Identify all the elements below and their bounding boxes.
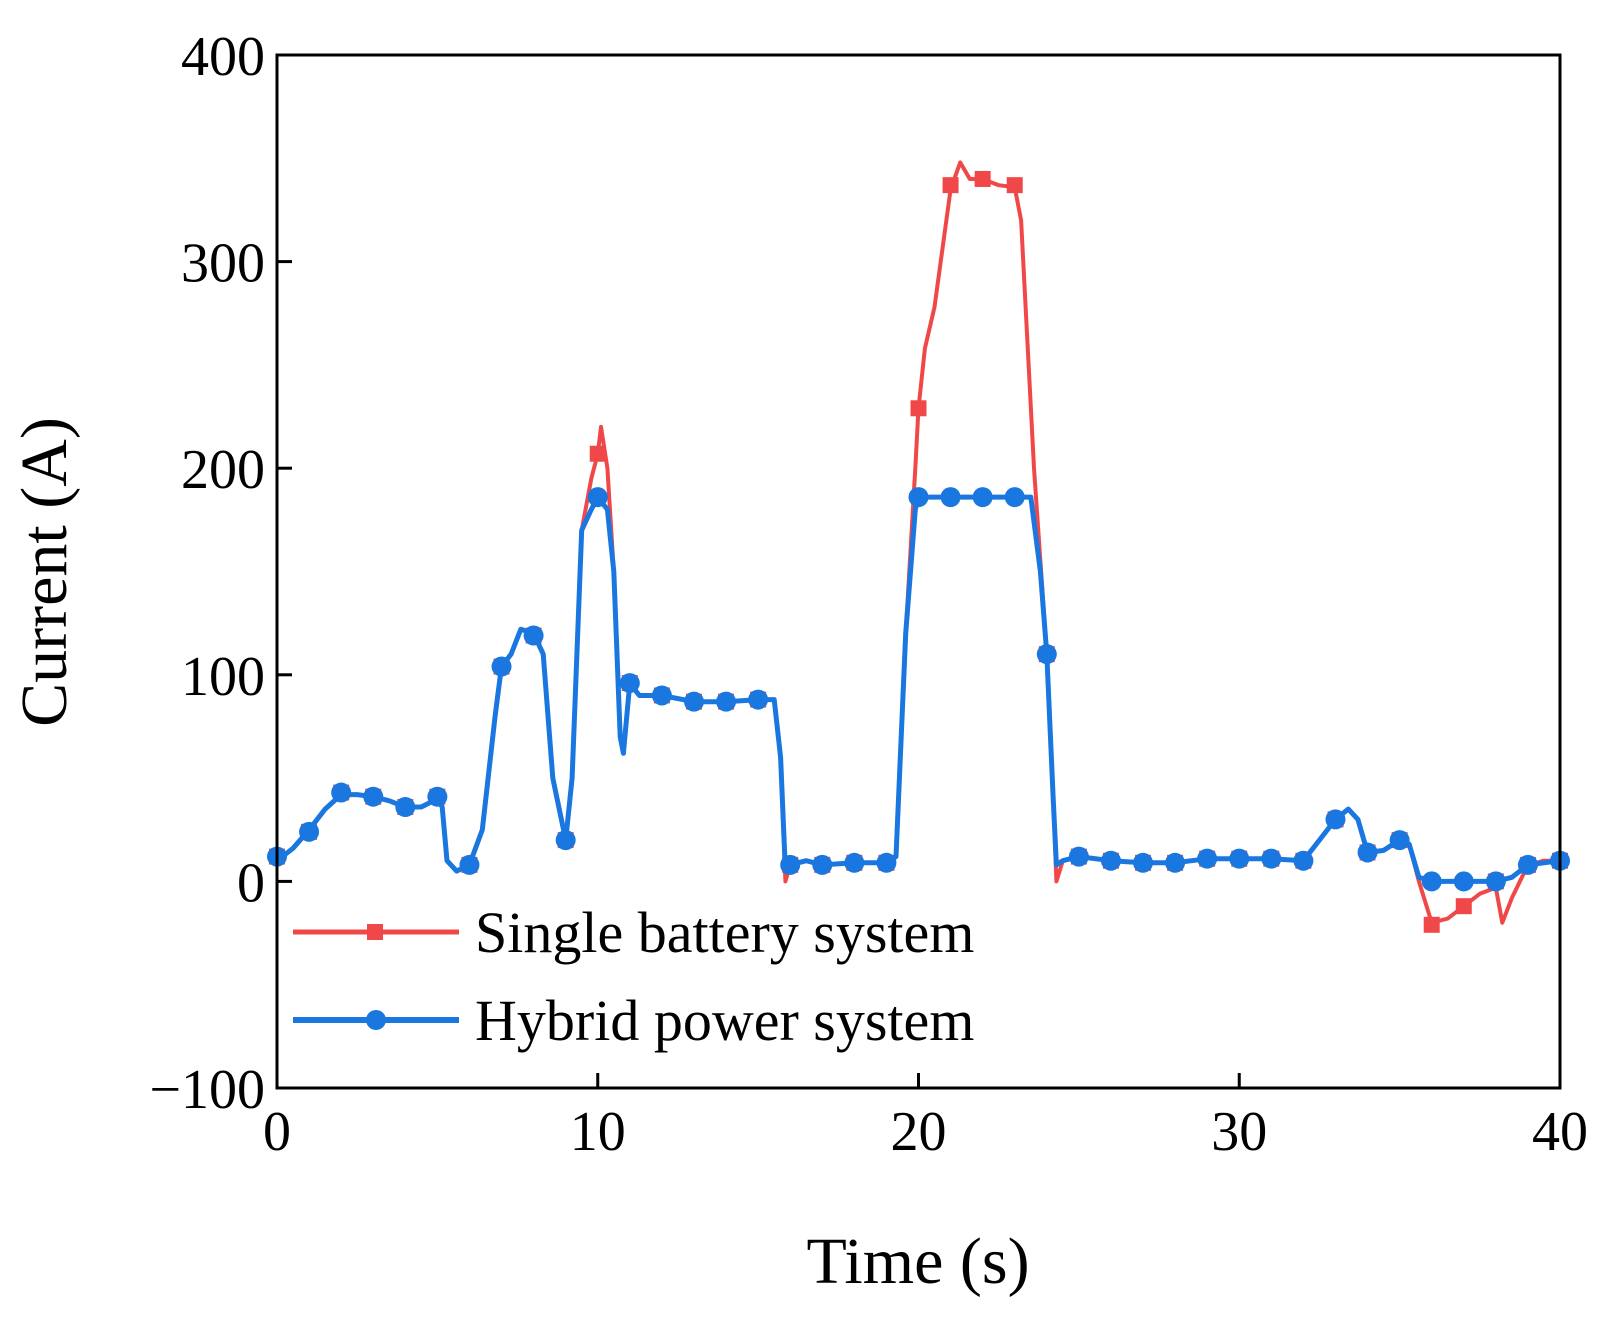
data-point-circle <box>299 821 320 842</box>
data-point-circle <box>1036 644 1057 665</box>
y-axis-label: Current (A) <box>8 417 81 727</box>
y-tick-label: 300 <box>181 233 265 295</box>
y-tick-label: −100 <box>149 1059 265 1121</box>
data-point-circle <box>716 691 737 712</box>
data-point-circle <box>459 854 480 875</box>
data-point-circle <box>1197 848 1218 869</box>
data-point-circle <box>491 656 512 677</box>
series-line <box>274 494 1563 884</box>
data-point-square <box>1423 916 1440 933</box>
data-point-circle <box>1004 487 1025 508</box>
data-point-circle <box>780 854 801 875</box>
data-point-square <box>974 170 991 187</box>
x-tick-label: 0 <box>263 1101 291 1163</box>
data-point-circle <box>908 487 929 508</box>
data-point-circle <box>876 852 897 873</box>
y-axis-ticks: −100 0 100 200 300 400 <box>149 26 292 1121</box>
data-point-square <box>589 445 606 462</box>
data-point-circle <box>1389 830 1410 851</box>
data-point-circle <box>1261 848 1282 869</box>
legend-label-hybrid-power: Hybrid power system <box>475 988 974 1053</box>
y-tick-label: 100 <box>181 646 265 708</box>
data-point-circle <box>427 786 448 807</box>
data-point-circle <box>812 854 833 875</box>
y-tick-label: 0 <box>237 852 265 914</box>
x-tick-label: 20 <box>891 1101 947 1163</box>
x-tick-label: 30 <box>1211 1101 1267 1163</box>
legend-label-single-battery: Single battery system <box>475 900 974 965</box>
data-point-circle <box>748 689 769 710</box>
series-hybrid-power <box>267 487 1570 892</box>
series-line <box>275 160 1562 925</box>
plot-frame <box>275 53 1562 1090</box>
data-point-circle <box>1293 850 1314 871</box>
data-point-circle <box>940 487 961 508</box>
data-point-circle <box>1453 871 1474 892</box>
data-point-circle <box>844 852 865 873</box>
data-point-circle <box>1100 850 1121 871</box>
legend: Single battery system Hybrid power syste… <box>293 900 974 1053</box>
legend-item-single-battery: Single battery system <box>293 900 974 965</box>
data-point-circle <box>683 691 704 712</box>
data-point-circle <box>395 797 416 818</box>
legend-marker-square <box>367 924 383 940</box>
data-point-square <box>942 177 959 194</box>
y-tick-label: 200 <box>181 439 265 501</box>
data-point-square <box>1006 177 1023 194</box>
series-single-battery <box>269 160 1568 933</box>
data-point-circle <box>1517 854 1538 875</box>
legend-marker-circle <box>366 1010 386 1030</box>
data-point-circle <box>331 782 352 803</box>
data-point-circle <box>363 786 384 807</box>
data-point-circle <box>1421 871 1442 892</box>
data-point-circle <box>1133 852 1154 873</box>
legend-item-hybrid-power: Hybrid power system <box>293 988 974 1053</box>
data-point-circle <box>587 487 608 508</box>
data-point-square <box>910 400 927 417</box>
x-tick-label: 40 <box>1532 1101 1588 1163</box>
data-point-circle <box>1357 842 1378 863</box>
x-axis-label: Time (s) <box>806 1225 1029 1298</box>
series-layer <box>267 160 1570 933</box>
x-tick-label: 10 <box>570 1101 626 1163</box>
data-point-circle <box>1229 848 1250 869</box>
data-point-circle <box>555 830 576 851</box>
y-tick-label: 400 <box>181 26 265 88</box>
data-point-circle <box>1165 852 1186 873</box>
data-point-circle <box>972 487 993 508</box>
data-point-circle <box>1325 809 1346 830</box>
data-point-circle <box>1485 871 1506 892</box>
data-point-circle <box>1068 846 1089 867</box>
data-point-circle <box>651 685 672 706</box>
data-point-circle <box>619 673 640 694</box>
data-point-square <box>1455 898 1472 915</box>
data-point-circle <box>523 625 544 646</box>
